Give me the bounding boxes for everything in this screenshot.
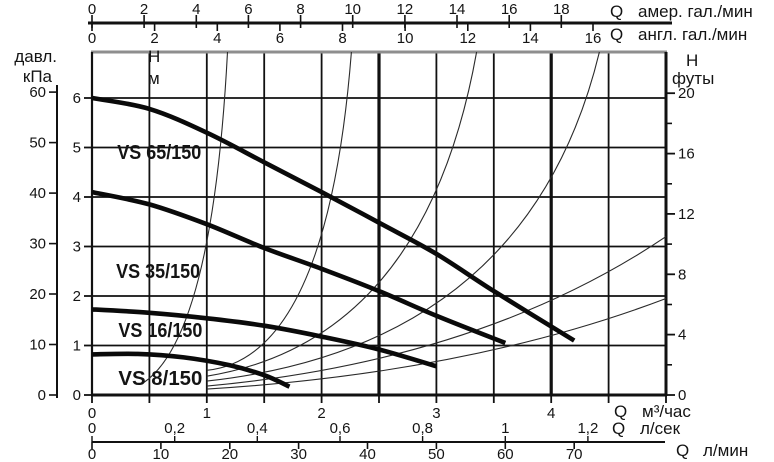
us-gpm-tick-label: 6 (244, 1, 252, 18)
lmin-axis-q: Q (676, 441, 689, 460)
m3h-axis-title: м³/час (642, 402, 691, 421)
lmin-tick-label: 70 (566, 446, 583, 462)
system-curve (206, 236, 667, 387)
us-gpm-tick-label: 18 (553, 1, 570, 18)
imp-gpm-tick-label: 14 (522, 30, 539, 47)
kpa-tick-label: 40 (29, 185, 46, 202)
ft-tick-label: 16 (678, 146, 695, 163)
ft-tick-label: 0 (678, 387, 686, 404)
system-curve (143, 51, 229, 384)
system-curve (206, 297, 667, 390)
us-gpm-tick-label: 2 (140, 1, 148, 18)
us-gpm-tick-label: 8 (296, 1, 304, 18)
m3h-tick-label: 3 (432, 405, 440, 422)
imp-gpm-axis-title: англ. гал./мин (638, 25, 747, 44)
head-axis-title-left: Н (148, 47, 160, 66)
kpa-tick-label: 60 (29, 84, 46, 101)
pump-curve-label: VS 16/150 (118, 320, 202, 342)
head-axis-unit-right: футы (672, 69, 714, 88)
ls-axis-title: л/сек (640, 419, 681, 438)
ft-tick-label: 12 (678, 206, 695, 223)
lmin-axis-title: л/мин (703, 441, 748, 460)
m3h-axis-q: Q (614, 402, 627, 421)
us-gpm-tick-label: 10 (344, 1, 361, 18)
imp-gpm-tick-label: 10 (397, 30, 414, 47)
m-tick-label: 3 (73, 239, 81, 256)
ft-tick-label: 20 (678, 85, 695, 102)
lmin-tick-label: 30 (290, 446, 307, 462)
us-gpm-tick-label: 0 (88, 1, 96, 18)
us-gpm-axis-title: амер. гал./мин (638, 2, 753, 21)
pump-curve-label: VS 8/150 (118, 368, 202, 390)
ft-tick-label: 8 (678, 266, 686, 283)
m3h-tick-label: 1 (203, 405, 211, 422)
pump-curve (91, 95, 576, 343)
us-gpm-tick-label: 16 (501, 1, 518, 18)
kpa-tick-label: 20 (29, 286, 46, 303)
m-tick-label: 5 (73, 140, 81, 157)
pump-curve-label: VS 65/150 (117, 142, 201, 164)
kpa-tick-label: 50 (29, 135, 46, 152)
pressure-axis-unit: кПа (23, 67, 53, 86)
ls-tick-label: 0 (88, 420, 96, 437)
lmin-tick-label: 10 (153, 446, 170, 462)
m-tick-label: 0 (73, 387, 81, 404)
ls-tick-label: 1 (501, 420, 509, 437)
pump-curve (91, 351, 291, 389)
lmin-tick-label: 60 (497, 446, 514, 462)
imp-gpm-tick-label: 6 (276, 30, 284, 47)
ls-axis-q: Q (612, 419, 625, 438)
lmin-tick-label: 0 (88, 446, 96, 462)
imp-gpm-axis-q: Q (610, 25, 623, 44)
pump-curve-label: VS 35/150 (116, 261, 200, 283)
system-curve (206, 51, 478, 377)
head-axis-unit-left: м (148, 69, 160, 88)
kpa-tick-label: 0 (38, 387, 46, 404)
lmin-tick-label: 40 (359, 446, 376, 462)
static-titles-layer: давл. кПа Н м Н футы Q амер. гал./мин Q … (14, 2, 752, 460)
pump-curve (91, 189, 507, 346)
system-curve (206, 51, 352, 371)
lmin-tick-label: 50 (428, 446, 445, 462)
m-tick-label: 1 (73, 338, 81, 355)
head-axis-title-right: Н (686, 51, 698, 70)
us-gpm-tick-label: 12 (397, 1, 414, 18)
ls-tick-label: 0,2 (164, 420, 185, 437)
kpa-tick-label: 30 (29, 236, 46, 253)
system-curves-layer (143, 51, 667, 390)
system-curve (206, 51, 600, 382)
imp-gpm-tick-label: 8 (338, 30, 346, 47)
pump-curve (91, 307, 438, 369)
m-tick-label: 2 (73, 288, 81, 305)
ls-tick-label: 0,8 (412, 420, 433, 437)
imp-gpm-tick-label: 0 (88, 30, 96, 47)
pump-curves-layer (91, 95, 576, 389)
imp-gpm-tick-label: 2 (150, 30, 158, 47)
us-gpm-tick-label: 4 (192, 1, 200, 18)
lmin-tick-label: 20 (221, 446, 238, 462)
m3h-tick-label: 0 (88, 405, 96, 422)
imp-gpm-tick-label: 16 (585, 30, 602, 47)
ls-tick-label: 0,4 (247, 420, 268, 437)
us-gpm-axis-q: Q (610, 2, 623, 21)
ft-tick-label: 4 (678, 327, 686, 344)
ls-tick-label: 0,6 (330, 420, 351, 437)
m3h-tick-label: 2 (317, 405, 325, 422)
kpa-tick-label: 10 (29, 337, 46, 354)
grid-layer (90, 50, 668, 397)
ls-tick-label: 1,2 (577, 420, 598, 437)
axis-layer: 0 2 4 6 8 10 12 14 16 180 2 4 6 8 10 12 14 16605040302010… (29, 1, 694, 462)
m-tick-label: 6 (73, 90, 81, 107)
pump-curve-labels-layer: VS 65/150 VS 35/150 VS 16/150 VS 8/150 (116, 142, 202, 390)
imp-gpm-tick-label: 4 (213, 30, 221, 47)
us-gpm-tick-label: 14 (449, 1, 466, 18)
pressure-axis-title: давл. (14, 47, 57, 66)
m-tick-label: 4 (73, 189, 81, 206)
m3h-tick-label: 4 (547, 405, 555, 422)
imp-gpm-tick-label: 12 (459, 30, 476, 47)
